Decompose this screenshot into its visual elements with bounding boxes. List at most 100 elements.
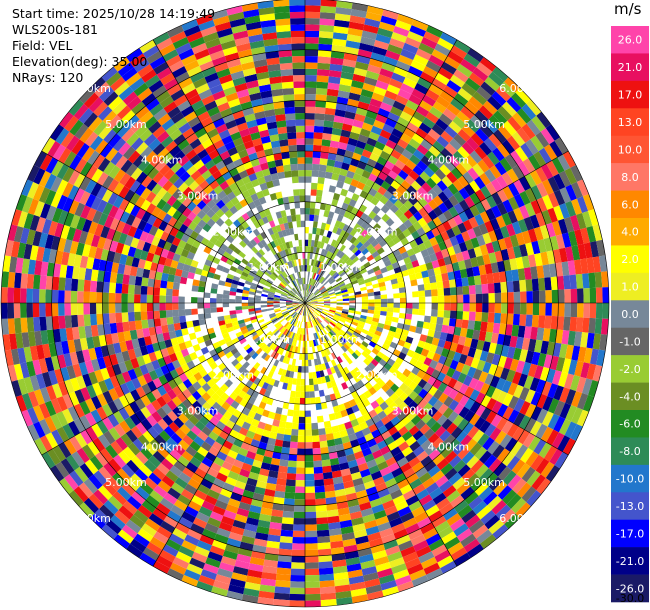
velocity-gate (93, 101, 108, 117)
velocity-gate (109, 375, 120, 388)
velocity-gate (530, 266, 538, 280)
velocity-gate (290, 581, 305, 588)
velocity-gate (347, 459, 358, 469)
velocity-gate (96, 303, 103, 314)
velocity-gate (305, 18, 320, 25)
velocity-gate (305, 68, 318, 76)
velocity-gate (256, 314, 263, 319)
velocity-gate (418, 398, 428, 409)
velocity-gate (157, 480, 171, 493)
colorbar-segment (611, 492, 649, 521)
velocity-gate (328, 374, 335, 382)
velocity-gate (417, 217, 428, 228)
velocity-gate (410, 415, 422, 426)
velocity-gate (292, 319, 297, 326)
velocity-gate (296, 467, 305, 474)
velocity-gate (453, 380, 463, 392)
velocity-gate (456, 303, 464, 312)
velocity-gate (341, 162, 350, 171)
velocity-gate (139, 230, 149, 242)
velocity-gate (257, 474, 269, 483)
velocity-gate (349, 511, 363, 520)
velocity-gate (67, 339, 76, 353)
velocity-gate (401, 431, 413, 442)
velocity-gate (178, 472, 192, 484)
velocity-gate (389, 78, 403, 89)
velocity-gate (328, 528, 342, 536)
velocity-gate (234, 513, 248, 524)
velocity-gate (211, 154, 223, 165)
velocity-gate (366, 288, 374, 294)
velocity-gate (443, 209, 454, 221)
velocity-gate (545, 368, 556, 384)
velocity-gate (583, 303, 590, 318)
velocity-gate (33, 389, 45, 406)
velocity-gate (319, 370, 325, 378)
velocity-gate (303, 296, 305, 303)
velocity-gate (225, 200, 235, 210)
velocity-gate (85, 426, 98, 441)
velocity-gate (81, 146, 95, 162)
velocity-gate (248, 471, 260, 481)
velocity-gate (457, 260, 467, 271)
velocity-gate (342, 538, 357, 547)
velocity-gate (351, 193, 360, 202)
velocity-gate (206, 218, 216, 228)
velocity-gate (418, 290, 426, 297)
velocity-gate (190, 71, 205, 83)
velocity-gate (506, 281, 514, 293)
velocity-gate (432, 379, 443, 390)
velocity-gate (374, 434, 385, 445)
velocity-gate (161, 441, 174, 454)
velocity-gate (144, 74, 161, 88)
velocity-gate (318, 276, 324, 283)
velocity-gate (389, 38, 405, 49)
velocity-gate (450, 167, 463, 180)
velocity-gate (270, 515, 283, 524)
velocity-gate (250, 268, 258, 275)
velocity-gate (516, 127, 531, 143)
velocity-gate (464, 239, 474, 251)
velocity-gate (541, 381, 552, 397)
velocity-gate (136, 355, 146, 367)
velocity-gate (245, 226, 253, 235)
velocity-gate (324, 362, 330, 370)
velocity-gate (90, 269, 99, 282)
velocity-gate (256, 71, 270, 80)
velocity-gate (237, 232, 246, 241)
velocity-gate (134, 124, 149, 138)
velocity-gate (168, 266, 177, 276)
velocity-gate (143, 222, 153, 234)
velocity-gate (113, 410, 125, 424)
velocity-gate (328, 451, 338, 460)
velocity-gate (448, 120, 462, 134)
velocity-gate (287, 466, 297, 474)
velocity-gate (557, 154, 571, 171)
velocity-gate (175, 522, 190, 535)
velocity-gate (345, 492, 358, 502)
velocity-gate (83, 303, 90, 315)
velocity-gate (203, 303, 211, 309)
velocity-gate (274, 490, 286, 499)
velocity-gate (354, 328, 362, 335)
velocity-gate (327, 445, 337, 454)
velocity-gate (283, 222, 290, 230)
velocity-gate (305, 176, 312, 183)
velocity-gate (21, 332, 30, 348)
velocity-gate (161, 118, 175, 131)
velocity-gate (402, 489, 416, 501)
velocity-gate (267, 411, 276, 420)
velocity-gate (287, 364, 292, 372)
velocity-gate (226, 590, 244, 601)
velocity-gate (333, 240, 340, 249)
velocity-gate (386, 185, 397, 195)
velocity-gate (185, 149, 197, 161)
velocity-gate (313, 125, 324, 133)
velocity-gate (160, 458, 174, 471)
velocity-gate (386, 307, 394, 313)
velocity-gate (198, 368, 208, 378)
velocity-gate (319, 202, 327, 211)
velocity-gate (230, 347, 239, 356)
velocity-gate (468, 216, 479, 229)
velocity-gate (191, 99, 205, 111)
